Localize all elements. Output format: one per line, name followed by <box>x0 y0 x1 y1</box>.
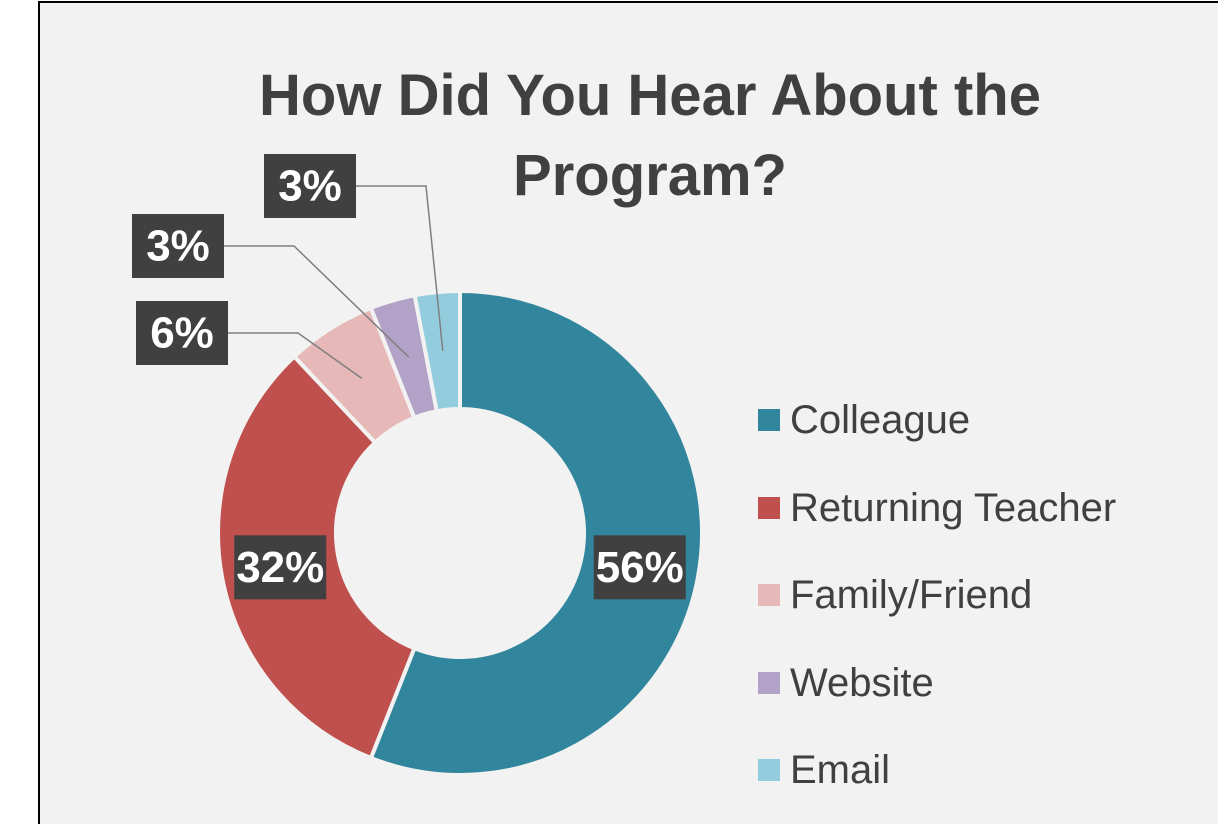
data-label-box <box>264 154 356 218</box>
leader-line <box>224 245 410 358</box>
chart-title: How Did You Hear About the Program? <box>259 63 1041 208</box>
data-label-box <box>593 535 686 600</box>
data-label: 3% <box>278 162 342 211</box>
legend-swatch <box>758 759 780 781</box>
legend-label: Colleague <box>790 398 970 442</box>
data-label: 6% <box>150 309 214 358</box>
data-label-box <box>132 214 224 278</box>
legend-swatch <box>758 584 780 606</box>
data-label-box <box>234 535 327 600</box>
legend-label: Returning Teacher <box>790 486 1116 530</box>
legend-label: Family/Friend <box>790 573 1032 617</box>
legend-swatch <box>758 409 780 431</box>
data-label-box <box>136 301 228 365</box>
donut-slice <box>412 288 462 414</box>
legend-swatch <box>758 672 780 694</box>
legend-swatch <box>758 497 780 519</box>
data-label: 3% <box>146 222 210 271</box>
legend-label: Email <box>790 748 890 792</box>
donut-slice <box>368 288 704 777</box>
leader-line <box>228 332 363 380</box>
data-label: 56% <box>596 543 684 592</box>
leader-line <box>356 185 444 351</box>
legend-label: Website <box>790 661 934 705</box>
data-label: 32% <box>236 543 324 592</box>
